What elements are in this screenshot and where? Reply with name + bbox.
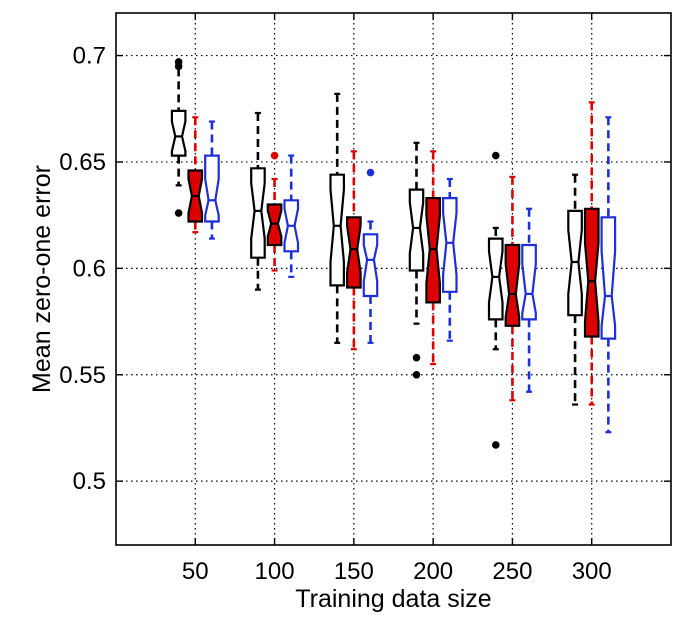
outlier-point <box>174 209 183 217</box>
notched-box <box>170 109 187 157</box>
box-group <box>170 58 187 217</box>
notched-box <box>442 197 458 293</box>
outlier-point <box>270 151 279 160</box>
box-group <box>521 207 537 393</box>
y-tick-label: 0.55 <box>59 362 106 389</box>
notched-box <box>521 243 537 321</box>
box-group <box>250 111 266 291</box>
notched-box <box>408 188 425 272</box>
box-group <box>408 141 425 379</box>
x-tick-label: 150 <box>334 558 374 585</box>
box-series <box>170 58 617 449</box>
y-tick-label: 0.5 <box>73 468 106 495</box>
notched-box <box>329 173 345 287</box>
axis-ticks: 0.5 0.55 0.6 0.65 0.7 50 100 150 200 250 300 <box>59 13 671 585</box>
box-group <box>346 150 362 351</box>
box-group <box>329 92 345 344</box>
box-group <box>362 168 379 344</box>
outlier-point <box>366 168 375 177</box>
box-group <box>425 150 441 366</box>
x-tick-label: 100 <box>255 558 295 585</box>
notched-box <box>583 207 600 338</box>
box-group <box>266 151 283 272</box>
notched-box <box>504 243 521 327</box>
notched-box <box>600 216 617 340</box>
outlier-point <box>174 62 183 70</box>
box-group <box>567 173 583 406</box>
notched-box <box>204 154 220 223</box>
outlier-point <box>412 370 421 379</box>
x-tick-label: 200 <box>413 558 453 585</box>
box-group <box>442 177 458 342</box>
y-tick-label: 0.7 <box>73 43 106 70</box>
box-group <box>583 101 600 406</box>
x-tick-label: 250 <box>492 558 532 585</box>
outlier-point <box>412 353 421 362</box>
box-group <box>283 154 300 278</box>
box-group <box>187 116 204 234</box>
box-group <box>487 151 504 449</box>
outlier-point <box>491 441 500 449</box>
box-group <box>600 116 617 434</box>
notched-box <box>487 237 504 321</box>
box-group <box>204 120 220 240</box>
x-tick-label: 50 <box>182 558 209 585</box>
notched-box <box>362 233 379 298</box>
x-axis-title: Training data size <box>295 585 491 613</box>
outlier-point <box>491 151 500 160</box>
plot-frame <box>115 12 672 546</box>
y-tick-label: 0.6 <box>73 255 106 282</box>
y-tick-label: 0.65 <box>59 149 106 176</box>
y-axis-title: Mean zero-one error <box>28 165 56 393</box>
x-tick-label: 300 <box>572 558 612 585</box>
box-group <box>504 175 521 402</box>
notched-box <box>250 167 266 259</box>
notched-box <box>346 216 362 289</box>
